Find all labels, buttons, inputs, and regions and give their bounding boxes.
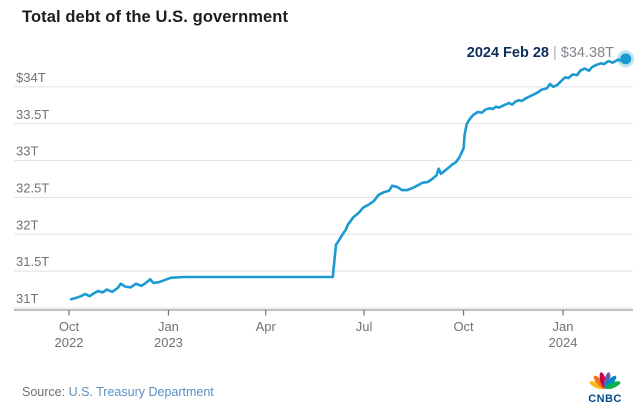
y-tick-label: 31T [16, 291, 38, 306]
x-tick-label: Oct [453, 319, 474, 334]
cnbc-peacock-icon [589, 372, 621, 390]
x-tick-label: Jan [158, 319, 179, 334]
cnbc-logo: CNBC [582, 371, 628, 405]
peacock-feather [589, 381, 605, 390]
y-tick-label: 31.5T [16, 254, 49, 269]
y-tick-label: 33.5T [16, 107, 49, 122]
annotation-value: $34.38T [560, 45, 614, 61]
x-tick-sublabel: 2023 [154, 335, 183, 350]
cnbc-logo-text: CNBC [588, 393, 622, 405]
source-line: Source: U.S. Treasury Department [22, 385, 214, 399]
x-tick-sublabel: 2022 [55, 335, 84, 350]
latest-point-annotation: 2024 Feb 28 | $34.38T [467, 45, 614, 61]
y-tick-label: 32T [16, 217, 38, 232]
y-tick-label: $34T [16, 70, 46, 85]
source-label: Source: [22, 385, 66, 399]
x-tick-label: Jul [356, 319, 373, 334]
source-link[interactable]: U.S. Treasury Department [68, 385, 214, 399]
page-title: Total debt of the U.S. government [22, 8, 289, 26]
x-tick-sublabel: 2024 [549, 335, 578, 350]
x-tick-label: Oct [59, 319, 80, 334]
debt-line [69, 57, 628, 301]
end-point-dot [620, 53, 632, 65]
y-tick-label: 32.5T [16, 180, 49, 195]
x-tick-label: Apr [256, 319, 277, 334]
x-tick-label: Jan [553, 319, 574, 334]
annotation-date: 2024 Feb 28 [466, 45, 549, 61]
peacock-feather [605, 381, 621, 390]
y-tick-label: 33T [16, 144, 38, 159]
peacock-feather [603, 372, 611, 389]
annotation-separator: | [553, 45, 557, 61]
